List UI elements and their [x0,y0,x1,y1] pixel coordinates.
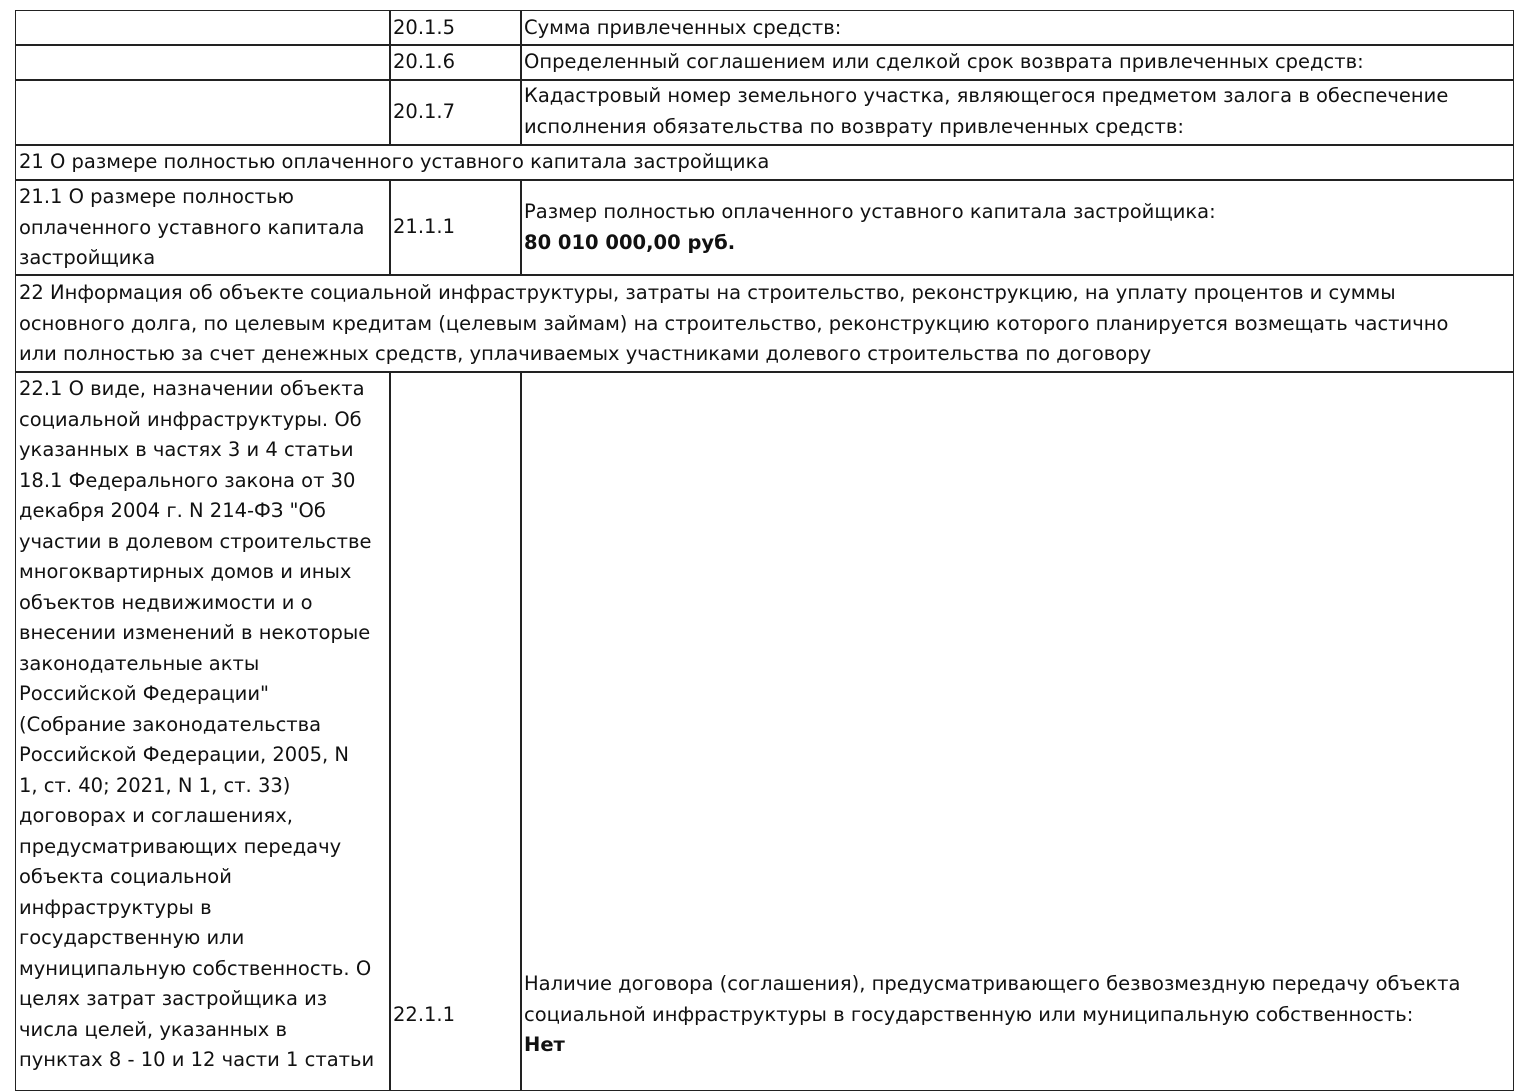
label-cell: 21.1 О размере полностью оплаченного уст… [15,179,391,276]
text-cell: Наличие договора (соглашения), предусмат… [520,371,1514,1091]
empty-label-cell [15,10,391,46]
code: 22.1.1 [393,1003,456,1026]
code-cell: 20.1.7 [389,79,522,146]
empty-label-cell [15,79,391,146]
empty-label-cell [15,44,391,81]
section-heading: 22 Информация об объекте социальной инфр… [15,274,1514,373]
text: Наличие договора (соглашения), предусмат… [524,972,1461,1026]
code-cell: 22.1.1 [389,371,522,1091]
code-cell: 21.1.1 [389,179,522,276]
text-cell: Размер полностью оплаченного уставного к… [520,179,1514,276]
section-heading: 21 О размере полностью оплаченного устав… [15,144,1514,181]
value: 80 010 000,00 руб. [524,230,736,254]
value: Нет [524,1033,565,1056]
text: Размер полностью оплаченного уставного к… [524,200,1216,223]
text-cell: Сумма привлеченных средств: [520,10,1514,46]
code-cell: 20.1.5 [389,10,522,46]
code-cell: 20.1.6 [389,44,522,81]
text-cell: Кадастровый номер земельного участка, яв… [520,79,1514,146]
label-cell: 22.1 О виде, назначении объекта социальн… [15,371,391,1091]
text-cell: Определенный соглашением или сделкой сро… [520,44,1514,81]
